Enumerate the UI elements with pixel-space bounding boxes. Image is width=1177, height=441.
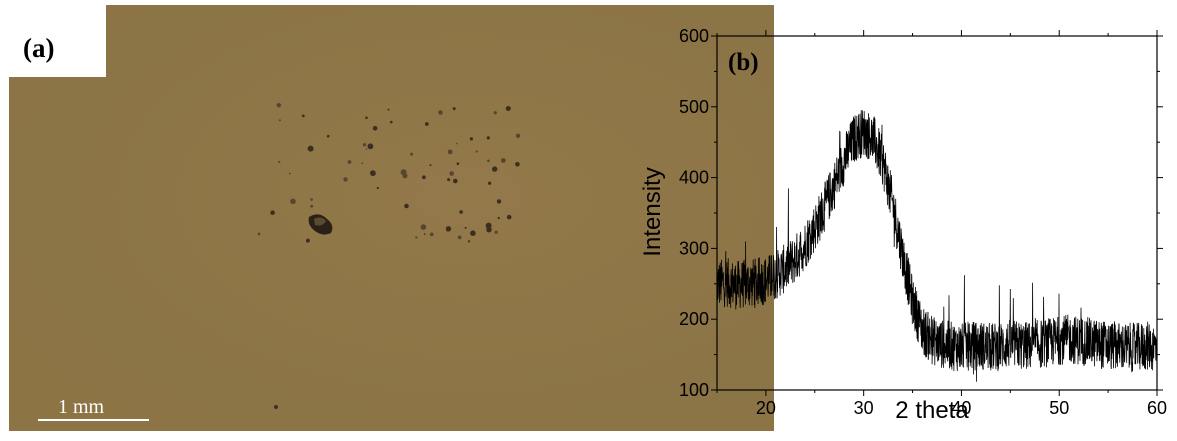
particle-dot <box>447 178 451 182</box>
scale-bar-label: 1 mm <box>58 396 105 418</box>
particle-dot <box>493 111 497 115</box>
intensity-series-line <box>716 110 1158 382</box>
x-tick-label: 60 <box>1147 398 1167 418</box>
particle-dot <box>390 120 393 124</box>
x-tick-label: 50 <box>1049 398 1069 418</box>
particle-dot <box>289 172 291 175</box>
y-tick-label: 100 <box>679 380 709 400</box>
particle-dot <box>420 224 427 230</box>
particle-dot <box>506 214 512 220</box>
particle-dot <box>467 240 471 243</box>
xrd-chart-panel: 100 200 300 400 500 600 20 30 40 50 60 (b) 2 thet… <box>630 0 1177 436</box>
particle-dot <box>423 233 426 235</box>
particle-dot <box>278 160 281 164</box>
particle-dot <box>456 162 460 165</box>
particle-dot <box>257 232 261 236</box>
particle-dot <box>365 148 368 150</box>
particle-dot <box>310 198 313 201</box>
particle-dot <box>415 236 418 239</box>
particle-dot <box>470 230 476 236</box>
xrd-chart: 100 200 300 400 500 600 20 30 40 50 60 (b) 2 thet… <box>639 26 1167 424</box>
x-tick-label: 40 <box>951 398 971 418</box>
particle-dot <box>438 110 443 115</box>
particle-dot <box>429 232 434 237</box>
particle-dot <box>452 107 456 111</box>
particle-dot <box>456 142 458 145</box>
y-tick-label: 200 <box>679 309 709 329</box>
y-tick-label: 500 <box>679 97 709 117</box>
y-axis-ticks: 100 200 300 400 500 600 <box>679 26 1163 400</box>
panel-a-label: (a) <box>23 33 54 63</box>
x-axis-ticks: 20 30 40 50 60 <box>716 30 1167 418</box>
particle-dot <box>347 160 352 164</box>
particle-dot <box>500 158 506 163</box>
particle-dot <box>492 166 498 172</box>
particle-dot <box>497 216 500 220</box>
particle-dot <box>376 186 379 190</box>
large-particle-highlight <box>314 217 326 226</box>
particle-dot <box>400 169 407 176</box>
micrograph-background <box>9 5 774 431</box>
particle-dot <box>361 162 364 165</box>
particle-dot <box>310 204 314 208</box>
particle-dot <box>475 150 478 153</box>
particle-dot <box>445 226 452 232</box>
particle-dot <box>447 149 453 155</box>
x-tick-label: 20 <box>756 398 776 418</box>
particle-dot <box>270 210 275 215</box>
plot-frame <box>716 35 1158 391</box>
particle-dot <box>515 161 520 167</box>
particle-dot <box>494 230 498 234</box>
particle-dot <box>365 116 368 120</box>
particle-dot <box>457 235 462 240</box>
particle-dot <box>429 164 432 167</box>
particle-dot <box>487 159 490 163</box>
particle-dot <box>290 198 296 205</box>
panel-b-label: (b) <box>728 49 759 76</box>
particle-dot <box>278 119 281 122</box>
micrograph-image: (a) 1 mm <box>9 5 774 431</box>
particle-dot <box>343 177 348 182</box>
particle-dot <box>488 181 492 185</box>
particle-dot <box>404 203 409 209</box>
particle-cluster <box>257 103 521 409</box>
particle-dot <box>307 145 314 152</box>
particle-dot <box>276 103 281 108</box>
x-axis-label: 2 theta <box>895 397 969 424</box>
y-axis-label: Intensity <box>639 167 666 256</box>
y-tick-label: 400 <box>679 168 709 188</box>
particle-dot <box>515 133 521 138</box>
micrograph-panel: (a) 1 mm <box>9 5 774 431</box>
particle-dot <box>496 199 502 204</box>
particle-dot <box>274 405 278 409</box>
particle-dot <box>459 210 463 214</box>
particle-dot <box>387 108 390 111</box>
particle-dot <box>372 126 378 131</box>
particle-dot <box>449 171 455 176</box>
particle-dot <box>410 152 414 156</box>
particle-dot <box>505 106 511 111</box>
particle-dot <box>305 238 310 243</box>
particle-dot <box>453 178 458 184</box>
y-tick-label: 600 <box>679 26 709 46</box>
particle-dot <box>422 175 426 180</box>
particle-dot <box>486 136 490 140</box>
particle-dot <box>485 222 492 229</box>
particle-dot <box>326 134 330 138</box>
particle-dot <box>469 137 473 141</box>
particle-dot <box>301 114 305 118</box>
y-tick-label: 300 <box>679 238 709 258</box>
particle-dot <box>367 143 374 150</box>
panel-a-label-box <box>9 5 106 77</box>
particle-dot <box>370 170 376 177</box>
particle-dot <box>464 226 467 229</box>
particle-dot <box>424 122 429 126</box>
x-tick-label: 30 <box>854 398 874 418</box>
particle-dot <box>362 143 367 147</box>
